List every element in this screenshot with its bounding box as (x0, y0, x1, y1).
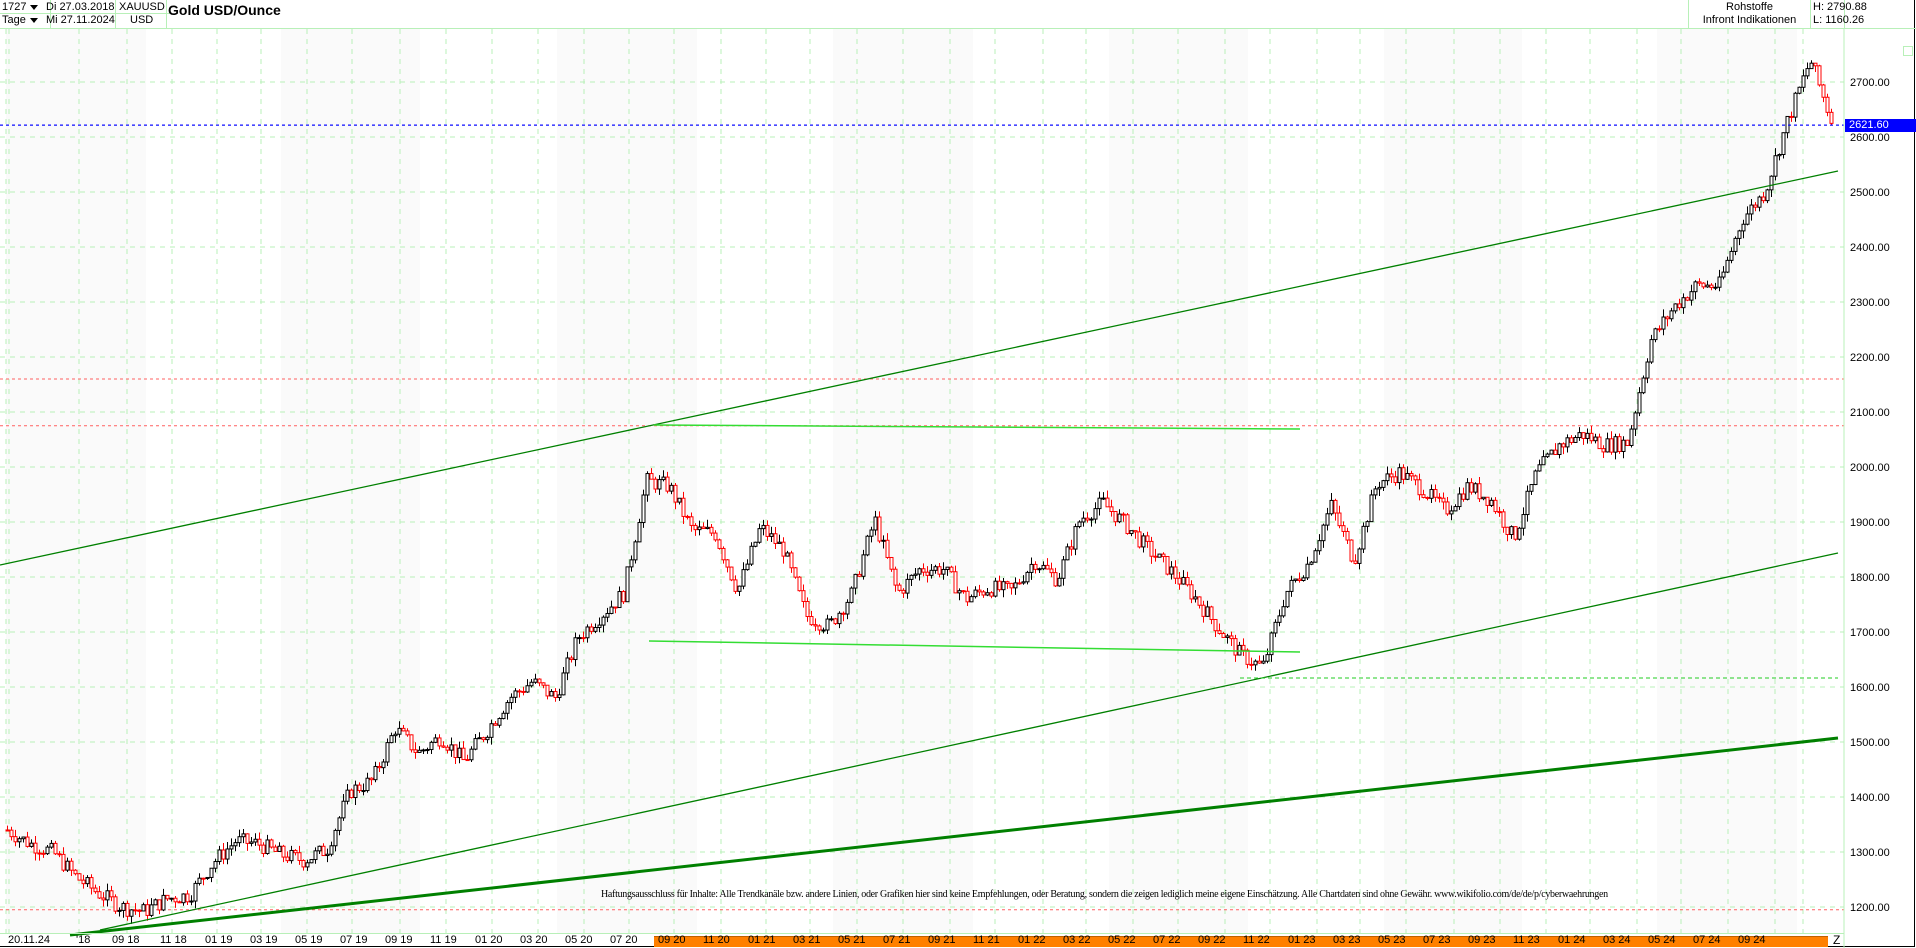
time-axis-label: 11 23 (1513, 934, 1540, 946)
low-value: L: 1160.26 (1813, 14, 1865, 26)
time-axis-label: 05 20 (565, 934, 593, 946)
svg-text:1500.00: 1500.00 (1850, 737, 1890, 749)
date-range: Di 27.03.2018 Mi 27.11.2024 (44, 0, 116, 28)
source-cell: Rohstoffe Infront Indikationen (1689, 0, 1811, 28)
symbol-cell: XAUUSD USD (116, 0, 167, 28)
time-axis-label: 01 22 (1018, 934, 1046, 946)
time-axis-label: 03 24 (1603, 934, 1631, 946)
time-axis-label: 03 21 (793, 934, 821, 946)
time-axis-highlight[interactable] (654, 936, 1828, 947)
chart-title: Gold USD/Ounce (168, 2, 281, 18)
time-axis-label: 05 19 (295, 934, 323, 946)
currency: USD (130, 14, 154, 26)
time-axis-label: 05 23 (1378, 934, 1406, 946)
divider (1688, 0, 1689, 28)
time-axis-label: 07 24 (1693, 934, 1721, 946)
time-axis-label: 01 24 (1558, 934, 1586, 946)
axis-start-date: 20.11.24 (8, 934, 51, 946)
time-axis-label: 03 23 (1333, 934, 1361, 946)
symbol: XAUUSD (119, 1, 165, 13)
time-axis-label: 07 23 (1423, 934, 1451, 946)
svg-text:1600.00: 1600.00 (1850, 682, 1890, 694)
time-axis-label: 11 18 (160, 934, 187, 946)
period-selector: 1727 Tage (0, 0, 51, 28)
grid-lines (0, 29, 1844, 933)
time-axis-label: 01 20 (475, 934, 503, 946)
time-axis-label: 07 21 (883, 934, 911, 946)
date-from[interactable]: Di 27.03.2018 (46, 1, 115, 13)
time-axis-label: 03 19 (250, 934, 278, 946)
svg-text:1800.00: 1800.00 (1850, 572, 1890, 584)
candlesticks (5, 60, 1834, 924)
svg-text:2500.00: 2500.00 (1850, 187, 1890, 199)
time-axis-label: '18 (76, 934, 91, 946)
header-divider (0, 13, 170, 14)
time-axis-label: 09 18 (112, 934, 140, 946)
category-label: Rohstoffe (1726, 1, 1773, 13)
svg-text:2200.00: 2200.00 (1850, 352, 1890, 364)
svg-text:1200.00: 1200.00 (1850, 902, 1890, 914)
dropdown-arrow-icon (29, 17, 38, 23)
time-axis-label: 09 19 (385, 934, 413, 946)
svg-text:2600.00: 2600.00 (1850, 132, 1890, 144)
time-axis-label: 05 22 (1108, 934, 1136, 946)
time-axis-label: 05 24 (1648, 934, 1676, 946)
dropdown-arrow-icon (30, 4, 39, 10)
collapse-icon[interactable] (1903, 46, 1913, 56)
time-axis-label: 03 20 (520, 934, 548, 946)
svg-text:2100.00: 2100.00 (1850, 407, 1890, 419)
svg-text:2300.00: 2300.00 (1850, 297, 1890, 309)
chart-header: 1727 Tage Di 27.03.2018 Mi 27.11.2024 XA… (0, 0, 1916, 29)
time-axis-label: 07 22 (1153, 934, 1181, 946)
time-axis-label: 09 21 (928, 934, 956, 946)
time-axis-label: 05 21 (838, 934, 866, 946)
time-axis-label: 01 23 (1288, 934, 1316, 946)
time-axis-label: 07 19 (340, 934, 368, 946)
current-price-marker: 2621.60 (1845, 119, 1916, 133)
time-axis-label: 09 22 (1198, 934, 1226, 946)
time-axis-label: 09 20 (658, 934, 686, 946)
svg-text:1700.00: 1700.00 (1850, 627, 1890, 639)
high-value: H: 2790.88 (1813, 1, 1867, 13)
source-label: Infront Indikationen (1702, 14, 1797, 26)
time-axis-label: 09 23 (1468, 934, 1496, 946)
time-axis[interactable] (0, 933, 1844, 948)
time-axis-label: 03 22 (1063, 934, 1091, 946)
svg-text:1300.00: 1300.00 (1850, 847, 1890, 859)
svg-text:1900.00: 1900.00 (1850, 517, 1890, 529)
disclaimer-text: Haftungsausschluss für Inhalte: Alle Tre… (601, 889, 1608, 900)
count-dropdown[interactable]: 1727 (2, 1, 39, 14)
period-dropdown[interactable]: Tage (2, 14, 38, 27)
time-axis-label: 01 19 (205, 934, 233, 946)
time-axis-label: 11 19 (430, 934, 457, 946)
trendlines (0, 124, 1844, 937)
time-axis-label: 09 24 (1738, 934, 1766, 946)
high-low-cell: H: 2790.88 L: 1160.26 (1811, 0, 1867, 28)
time-axis-label: 07 20 (610, 934, 638, 946)
svg-text:2400.00: 2400.00 (1850, 242, 1890, 254)
time-axis-label: 11 20 (703, 934, 730, 946)
zoom-toggle[interactable]: Z (1833, 933, 1841, 947)
svg-text:1400.00: 1400.00 (1850, 792, 1890, 804)
time-axis-label: 11 22 (1243, 934, 1270, 946)
time-axis-label: 01 21 (748, 934, 776, 946)
date-to[interactable]: Mi 27.11.2024 (46, 14, 115, 26)
svg-text:2000.00: 2000.00 (1850, 462, 1890, 474)
time-axis-label: 11 21 (973, 934, 1000, 946)
svg-text:2700.00: 2700.00 (1850, 77, 1890, 89)
price-axis: 1200.00 1300.00 1400.00 1500.00 1600.00 1700.… (1850, 77, 1890, 914)
